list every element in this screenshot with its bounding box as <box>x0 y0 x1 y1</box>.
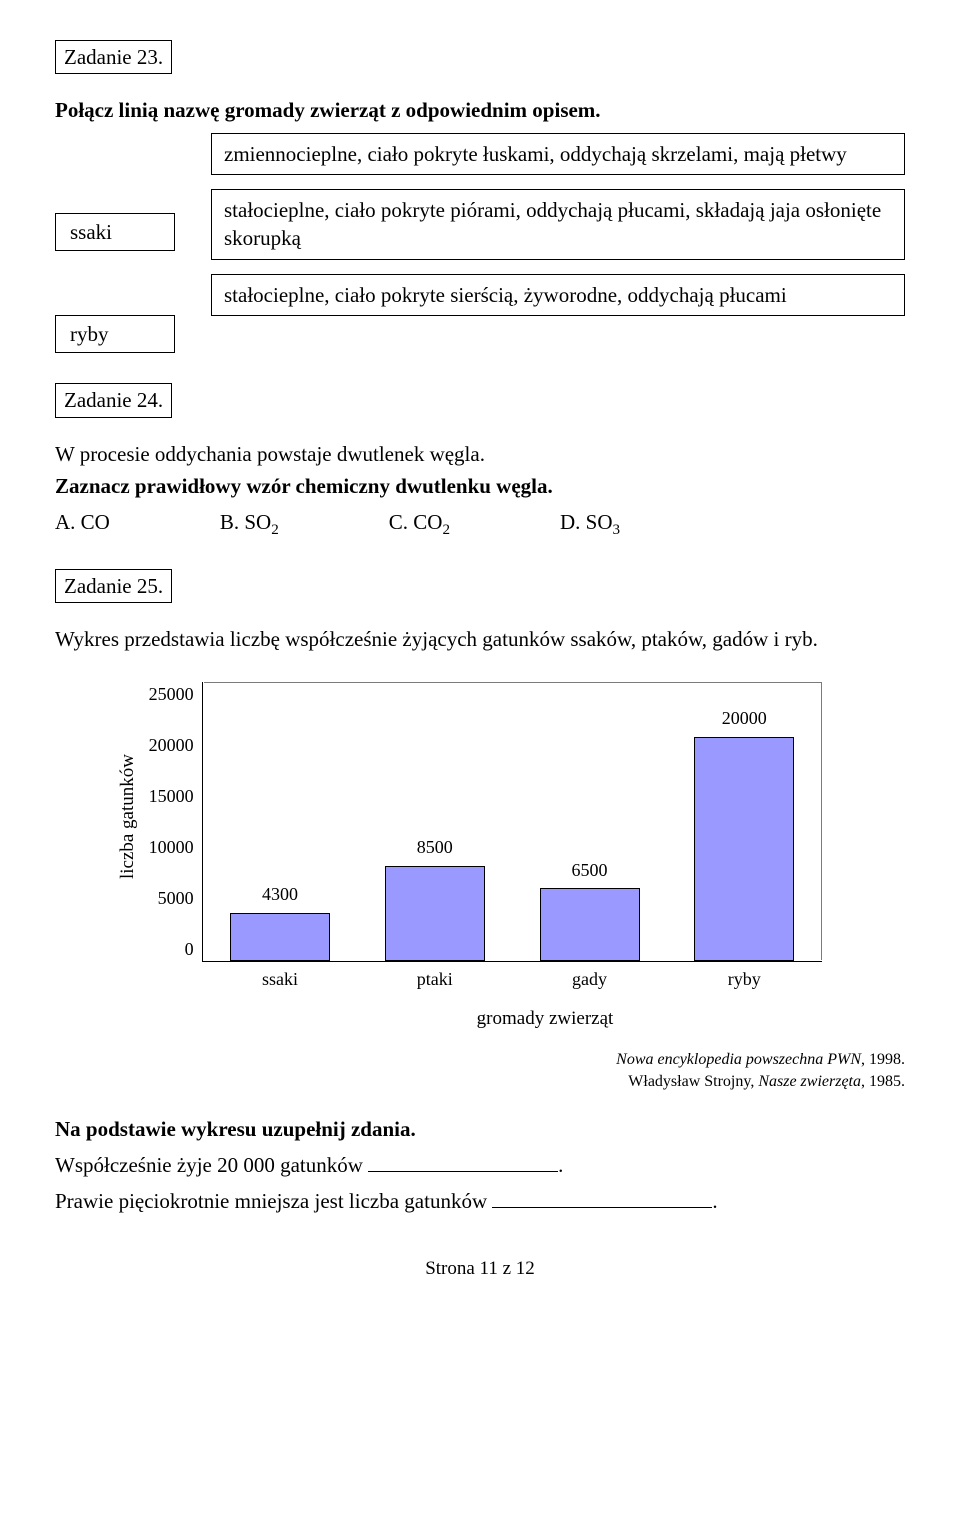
ytick-25000: 25000 <box>149 682 194 706</box>
task-25-label: Zadanie 25. <box>55 569 172 603</box>
ytick-15000: 15000 <box>149 784 194 808</box>
source-2-tail: , 1985. <box>861 1073 905 1090</box>
bar-slot-ptaki: 8500 <box>380 866 490 961</box>
task-24-line1: W procesie oddychania powstaje dwutlenek… <box>55 440 905 468</box>
source-2-pre: Władysław Strojny, <box>628 1073 758 1090</box>
task-24: Zadanie 24. W procesie oddychania powsta… <box>55 383 905 541</box>
yaxis-ticks: 25000 20000 15000 10000 5000 0 <box>149 682 202 962</box>
task-25-instruction: Na podstawie wykresu uzupełnij zdania. <box>55 1115 905 1143</box>
xaxis-label: gromady zwierząt <box>235 1006 855 1032</box>
xtick-ptaki: ptaki <box>380 967 490 991</box>
bar-ssaki <box>230 913 330 961</box>
bar-value-ryby: 20000 <box>689 706 799 730</box>
yaxis-label: liczba gatunków <box>115 754 141 879</box>
task-24-line2: Zaznacz prawidłowy wzór chemiczny dwutle… <box>55 472 905 500</box>
option-a[interactable]: A. CO <box>55 508 110 541</box>
xtick-ryby: ryby <box>689 967 799 991</box>
task-24-options: A. CO B. SO2 C. CO2 D. SO3 <box>55 508 905 541</box>
sentence-1: Współcześnie żyje 20 000 gatunków . <box>55 1151 905 1179</box>
right-column: zmiennocieplne, ciało pokryte łuskami, o… <box>211 133 905 316</box>
ytick-10000: 10000 <box>149 835 194 859</box>
option-c[interactable]: C. CO2 <box>389 508 450 541</box>
source-1-title: Nowa encyklopedia powszechna PWN <box>616 1051 861 1068</box>
task-23: Zadanie 23. Połącz linią nazwę gromady z… <box>55 40 905 353</box>
bar-value-ptaki: 8500 <box>380 835 490 859</box>
bar-slot-ssaki: 4300 <box>225 913 335 961</box>
blank-1[interactable] <box>368 1171 558 1172</box>
bar-value-gady: 6500 <box>535 858 645 882</box>
task-24-label: Zadanie 24. <box>55 383 172 417</box>
xtick-gady: gady <box>535 967 645 991</box>
ytick-20000: 20000 <box>149 733 194 757</box>
bar-value-ssaki: 4300 <box>225 882 335 906</box>
left-column: ssaki ryby <box>55 133 175 354</box>
bar-chart: liczba gatunków 25000 20000 15000 10000 … <box>115 682 905 1032</box>
bar-slot-gady: 6500 <box>535 888 645 961</box>
bar-slot-ryby: 20000 <box>689 737 799 961</box>
match-right-0[interactable]: zmiennocieplne, ciało pokryte łuskami, o… <box>211 133 905 175</box>
option-b[interactable]: B. SO2 <box>220 508 279 541</box>
xtick-ssaki: ssaki <box>225 967 335 991</box>
bar-ryby <box>694 737 794 961</box>
task-23-label: Zadanie 23. <box>55 40 172 74</box>
task-23-prompt: Połącz linią nazwę gromady zwierząt z od… <box>55 96 905 124</box>
match-right-2[interactable]: stałocieplne, ciało pokryte sierścią, ży… <box>211 274 905 316</box>
matching-area: ssaki ryby zmiennocieplne, ciało pokryte… <box>55 133 905 354</box>
blank-2[interactable] <box>492 1207 712 1208</box>
bar-gady <box>540 888 640 961</box>
plot-area: 43008500650020000 ssakiptakigadyryby <box>202 682 822 962</box>
ytick-5000: 5000 <box>149 886 194 910</box>
sentence-2: Prawie pięciokrotnie mniejsza jest liczb… <box>55 1187 905 1215</box>
bar-ptaki <box>385 866 485 961</box>
source-2-title: Nasze zwierzęta <box>758 1073 861 1090</box>
match-left-ryby[interactable]: ryby <box>55 315 175 353</box>
chart-source: Nowa encyklopedia powszechna PWN, 1998. … <box>55 1049 905 1092</box>
source-1-tail: , 1998. <box>861 1051 905 1068</box>
page-footer: Strona 11 z 12 <box>55 1256 905 1282</box>
task-25-intro: Wykres przedstawia liczbę współcześnie ż… <box>55 625 905 653</box>
option-d[interactable]: D. SO3 <box>560 508 620 541</box>
task-25: Zadanie 25. Wykres przedstawia liczbę ws… <box>55 569 905 1216</box>
match-left-ssaki[interactable]: ssaki <box>55 213 175 251</box>
match-right-1[interactable]: stałocieplne, ciało pokryte piórami, odd… <box>211 189 905 260</box>
ytick-0: 0 <box>149 937 194 961</box>
